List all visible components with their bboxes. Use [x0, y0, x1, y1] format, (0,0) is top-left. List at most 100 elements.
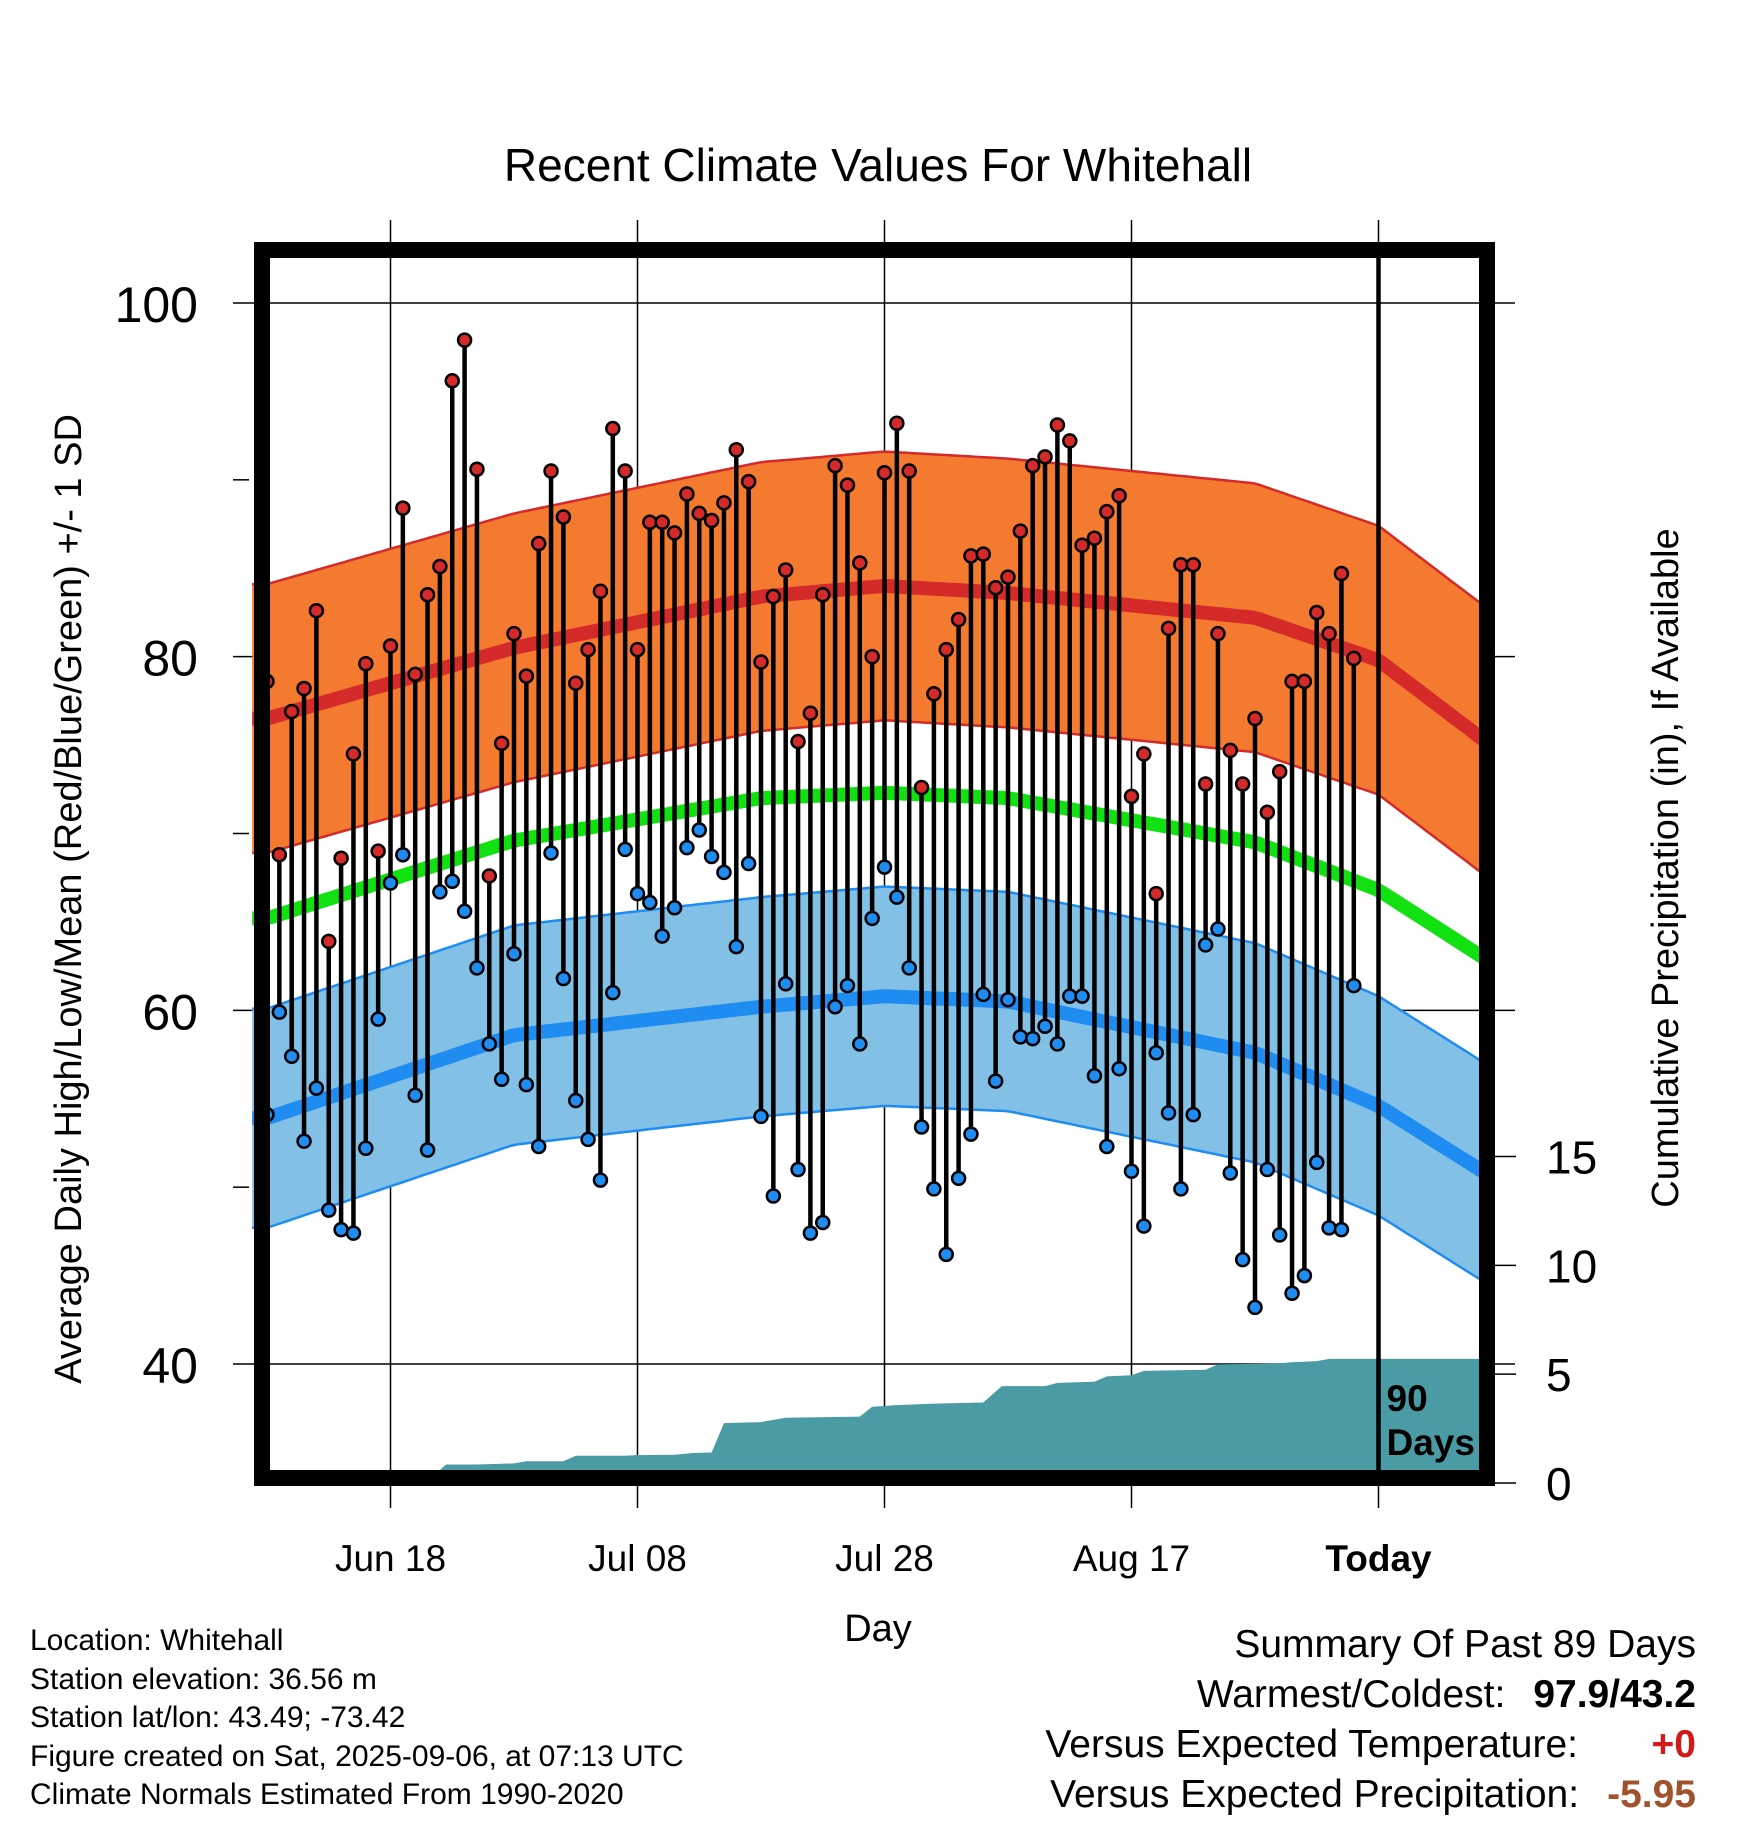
low-point — [740, 855, 757, 872]
high-point — [654, 514, 670, 531]
high-point — [555, 509, 572, 525]
high-point — [1049, 417, 1066, 433]
high-point — [1296, 673, 1313, 690]
high-point — [629, 641, 646, 658]
high-point — [333, 850, 349, 867]
axes: 100 80 60 40 15 10 5 0 Jun 18 Jul 08 Jul 28 Aug 17 T… — [115, 242, 1597, 1579]
high-point — [1148, 885, 1164, 902]
high-point — [530, 535, 547, 552]
low-point — [629, 885, 646, 902]
high-point — [802, 705, 819, 722]
low-point — [1012, 1029, 1029, 1045]
high-point — [975, 546, 992, 562]
high-point — [987, 579, 1004, 596]
low-point — [382, 875, 399, 891]
low-point — [481, 1036, 498, 1052]
low-point — [456, 903, 473, 920]
high-point — [728, 442, 745, 458]
high-point — [456, 332, 473, 348]
high-point — [1222, 742, 1239, 759]
high-point — [469, 461, 485, 477]
low-point — [605, 984, 621, 1001]
warmest-value: 97.9/43.2 — [1533, 1673, 1696, 1716]
low-point — [913, 1119, 930, 1135]
temp-value: +0 — [1651, 1723, 1696, 1766]
today-days-label: 90 — [1387, 1378, 1428, 1419]
low-point — [876, 859, 893, 875]
low-point — [765, 1188, 782, 1204]
high-point — [716, 495, 732, 511]
low-point — [321, 1202, 337, 1218]
high-point — [283, 703, 300, 720]
low-point — [839, 977, 856, 994]
low-point — [1037, 1018, 1053, 1034]
high-point — [1284, 673, 1300, 690]
high-point — [1136, 746, 1152, 762]
high-point — [580, 641, 596, 658]
low-point — [1259, 1161, 1276, 1178]
x-tick-label: Jun 18 — [335, 1538, 446, 1579]
y-tick-label: 100 — [115, 277, 198, 333]
low-point — [901, 960, 917, 976]
warmest-label: Warmest/Coldest: — [1196, 1673, 1506, 1716]
low-point — [790, 1161, 806, 1178]
low-point — [1321, 1220, 1337, 1236]
low-point — [543, 845, 559, 861]
warmest-row: Warmest/Coldest: 97.9/43.2 — [1045, 1670, 1696, 1720]
high-point — [444, 373, 460, 389]
high-point — [1024, 457, 1041, 474]
low-point — [753, 1108, 769, 1125]
high-point — [1197, 776, 1214, 792]
low-point — [864, 910, 880, 927]
precip-label: Versus Expected Precipitation: — [1050, 1773, 1580, 1816]
low-sd-band — [252, 886, 1488, 1284]
low-point — [802, 1225, 819, 1241]
low-point — [815, 1214, 831, 1231]
low-point — [1111, 1060, 1127, 1077]
created-text: Figure created on Sat, 2025-09-06, at 07… — [30, 1739, 684, 1773]
high-point — [395, 500, 411, 516]
high-point — [950, 611, 967, 628]
low-point — [1247, 1299, 1263, 1316]
high-point — [666, 525, 683, 541]
low-point — [370, 1011, 386, 1027]
high-point — [642, 514, 658, 531]
low-point — [1074, 988, 1090, 1004]
y2-tick-label: 0 — [1546, 1458, 1572, 1510]
low-point — [642, 894, 658, 911]
low-point — [938, 1246, 954, 1263]
high-point — [1210, 625, 1226, 642]
low-point — [1234, 1251, 1251, 1268]
high-point — [493, 735, 510, 752]
high-point — [1111, 487, 1127, 504]
high-point — [568, 675, 584, 691]
high-point — [1160, 620, 1177, 637]
station-info: Location: Whitehall Station elevation: 3… — [30, 1622, 684, 1815]
low-point — [493, 1071, 510, 1088]
today-days-label: Days — [1387, 1422, 1475, 1463]
low-point — [975, 986, 992, 1003]
high-point — [1074, 537, 1090, 554]
high-point — [765, 588, 782, 605]
low-point — [1173, 1181, 1189, 1197]
y-tick-label: 60 — [142, 984, 198, 1040]
high-point — [1309, 604, 1325, 621]
high-point — [740, 473, 757, 490]
high-point — [1012, 523, 1029, 539]
high-point — [592, 583, 609, 599]
precip-area — [267, 1358, 1490, 1483]
high-point — [481, 868, 498, 884]
low-point — [1185, 1106, 1201, 1123]
low-point — [1160, 1105, 1177, 1121]
y-tick-label: 80 — [142, 631, 198, 687]
y2-tick-label: 15 — [1546, 1132, 1597, 1184]
low-point — [691, 822, 707, 838]
precip-value: -5.95 — [1607, 1773, 1696, 1816]
high-point — [963, 548, 979, 564]
low-point — [419, 1142, 436, 1158]
high-point — [1000, 569, 1016, 585]
low-point — [568, 1092, 584, 1109]
y2-tick-label: 10 — [1546, 1240, 1597, 1292]
high-point — [370, 843, 386, 859]
